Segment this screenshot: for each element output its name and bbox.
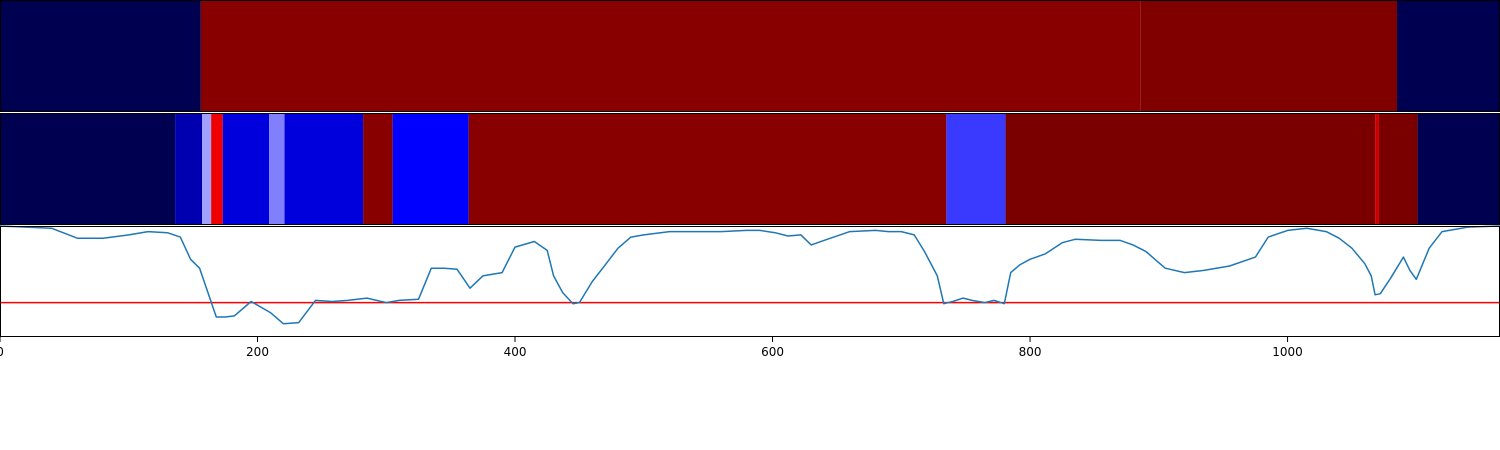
- heatmap-segment: [363, 113, 393, 225]
- heatmap-segment: [1140, 0, 1397, 112]
- heatmap-segment: [202, 113, 212, 225]
- heatmap-segment: [222, 113, 270, 225]
- heatmap-segment: [1375, 113, 1379, 225]
- heatmap-segment: [1378, 113, 1418, 225]
- x-tick-label: 0: [0, 345, 4, 359]
- heatmap-segment: [1005, 113, 1376, 225]
- heatmap-segment: [284, 113, 364, 225]
- heatmap-segment: [211, 113, 223, 225]
- heatmap-segment: [392, 113, 469, 225]
- heatmap-segment: [1396, 0, 1500, 112]
- x-tick-label: 200: [246, 345, 269, 359]
- x-tick-label: 600: [761, 345, 784, 359]
- x-tick-label: 1000: [1272, 345, 1303, 359]
- heatmap-segment: [0, 113, 176, 225]
- series-line: [0, 225, 1500, 325]
- heatmap-segment: [175, 113, 203, 225]
- heatmap-segment: [269, 113, 285, 225]
- x-tick-label: 400: [504, 345, 527, 359]
- heatmap-segment: [946, 113, 1006, 225]
- plot-background: [0, 226, 1500, 337]
- x-tick-label: 800: [1019, 345, 1042, 359]
- heatmap-strip-middle: [0, 113, 1500, 225]
- heatmap-strip-top: [0, 0, 1500, 112]
- heatmap-segment: [200, 0, 1141, 112]
- line-plot-panel: 0 200 400 600 800 1000: [0, 225, 1500, 359]
- heatmap-segment: [1417, 113, 1500, 225]
- heatmap-segment: [468, 113, 947, 225]
- heatmap-segment: [0, 0, 201, 112]
